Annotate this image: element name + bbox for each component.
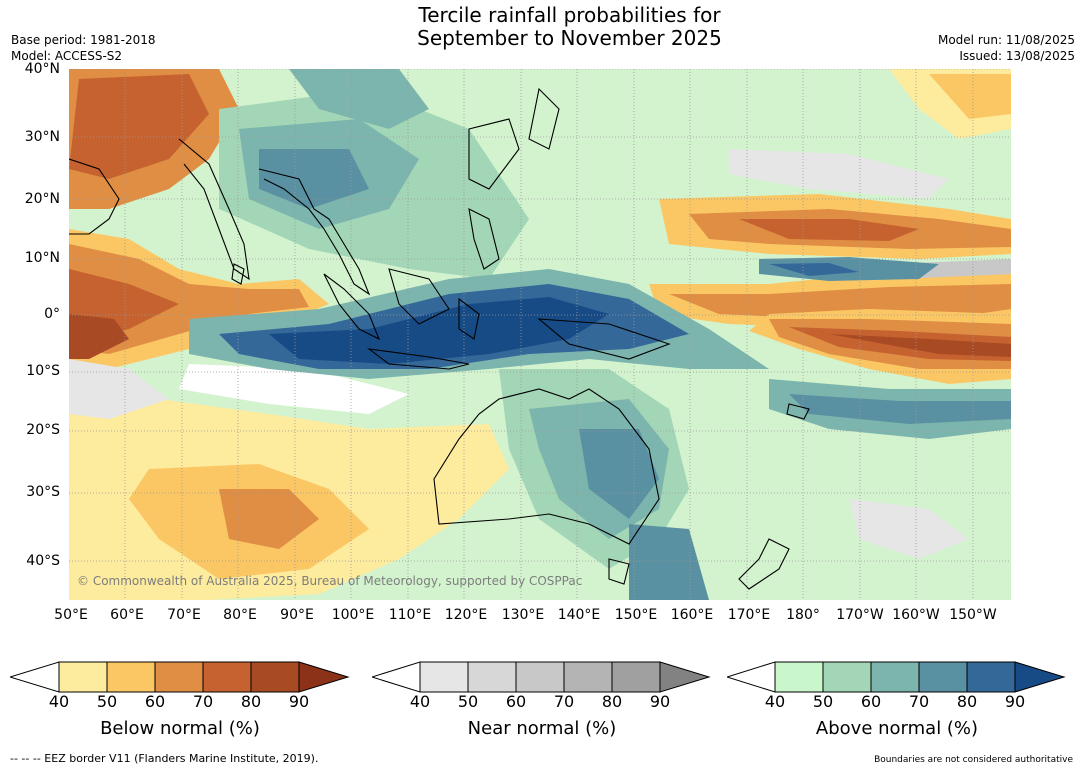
near-tick-80: 80 — [601, 692, 623, 711]
above-tick-90: 90 — [1004, 692, 1026, 711]
colorbar-below-normal — [10, 661, 350, 693]
meta-left: Base period: 1981-2018 Model: ACCESS-S2 — [11, 32, 156, 64]
graticule — [69, 69, 1011, 600]
issued-text: Issued: 13/08/2025 — [959, 49, 1075, 63]
above-tick-70: 70 — [908, 692, 930, 711]
lon-label-140e: 140°E — [557, 607, 601, 623]
lat-label-0: 0° — [44, 306, 60, 322]
above-tick-80: 80 — [956, 692, 978, 711]
below-tick-80: 80 — [240, 692, 262, 711]
above-tick-60: 60 — [860, 692, 882, 711]
lon-label-110e: 110°E — [388, 607, 432, 623]
above-tick-40: 40 — [764, 692, 786, 711]
above-normal-regions — [189, 69, 1011, 600]
lon-label-60e: 60°E — [110, 607, 144, 623]
colorbar-above-max-arrow — [1014, 661, 1066, 693]
borneo-coast — [388, 268, 450, 325]
near-normal-label: Near normal (%) — [467, 718, 617, 739]
below-tick-90: 90 — [288, 692, 310, 711]
arabian-peninsula-coast — [69, 158, 120, 235]
below-tick-40: 40 — [48, 692, 70, 711]
boundaries-disclaimer: Boundaries are not considered authoritat… — [874, 755, 1073, 765]
korea-japan-coast — [528, 87, 560, 150]
sri-lanka-coast — [231, 263, 245, 285]
lon-label-150e: 150°E — [614, 607, 658, 623]
map-title: Tercile rainfall probabilities for Septe… — [0, 4, 1085, 50]
below-tick-70: 70 — [192, 692, 214, 711]
sumatra-coast — [323, 273, 381, 341]
lon-label-170e: 170°E — [727, 607, 771, 623]
lon-label-180: 180° — [786, 607, 820, 623]
lat-label-10s: 10°S — [26, 363, 60, 379]
new-guinea-coast — [537, 318, 671, 360]
copyright-text: © Commonwealth of Australia 2025, Bureau… — [77, 574, 582, 588]
lon-label-150w: 150°W — [949, 607, 997, 623]
lon-label-160w: 160°W — [892, 607, 940, 623]
lat-label-30s: 30°S — [26, 484, 60, 500]
base-period-text: Base period: 1981-2018 — [11, 33, 156, 47]
below-normal-label: Below normal (%) — [100, 718, 260, 739]
colorbar-near-max-arrow — [659, 661, 711, 693]
lon-label-130e: 130°E — [501, 607, 545, 623]
near-tick-50: 50 — [457, 692, 479, 711]
fiji-coast — [786, 403, 810, 420]
near-tick-90: 90 — [649, 692, 671, 711]
near-tick-40: 40 — [409, 692, 431, 711]
lat-label-10n: 10°N — [24, 250, 60, 266]
colorbar-above-min-arrow — [727, 661, 776, 693]
sulawesi-coast — [458, 297, 480, 340]
colorbar-below-max-arrow — [298, 661, 350, 693]
india-coast — [178, 138, 250, 281]
lat-label-40s: 40°S — [26, 553, 60, 569]
below-tick-50: 50 — [96, 692, 118, 711]
below-tick-60: 60 — [144, 692, 166, 711]
lat-label-30n: 30°N — [24, 129, 60, 145]
colorbar-near-normal — [372, 661, 711, 693]
title-line-1: Tercile rainfall probabilities for — [418, 3, 721, 27]
colorbar-near-min-arrow — [372, 661, 421, 693]
eez-border-note: -- -- -- EEZ border V11 (Flanders Marine… — [10, 752, 319, 765]
lon-label-100e: 100°E — [331, 607, 375, 623]
new-zealand-coast — [738, 538, 790, 590]
map-canvas: © Commonwealth of Australia 2025, Bureau… — [69, 69, 1011, 600]
near-tick-70: 70 — [553, 692, 575, 711]
lon-label-70e: 70°E — [167, 607, 201, 623]
lon-label-160e: 160°E — [670, 607, 714, 623]
model-run-text: Model run: 11/08/2025 — [937, 33, 1075, 47]
lon-label-120e: 120°E — [444, 607, 488, 623]
bay-of-bengal-coast — [258, 168, 371, 296]
near-tick-60: 60 — [505, 692, 527, 711]
title-line-2: September to November 2025 — [417, 26, 722, 50]
lon-label-50e: 50°E — [54, 607, 88, 623]
tasmania-coast — [608, 558, 630, 585]
philippines-coast — [468, 208, 500, 270]
lat-label-40n: 40°N — [24, 61, 60, 77]
china-coast — [468, 118, 520, 190]
colorbar-above-normal — [727, 661, 1066, 693]
lon-label-170w: 170°W — [836, 607, 884, 623]
above-tick-50: 50 — [812, 692, 834, 711]
java-coast — [366, 348, 470, 370]
probability-map: © Commonwealth of Australia 2025, Bureau… — [69, 69, 1011, 600]
meta-right: Model run: 11/08/2025 Issued: 13/08/2025 — [938, 32, 1075, 64]
model-text: Model: ACCESS-S2 — [11, 49, 123, 63]
lon-label-80e: 80°E — [223, 607, 257, 623]
lon-label-90e: 90°E — [280, 607, 314, 623]
lat-label-20s: 20°S — [26, 422, 60, 438]
australia-coast — [433, 388, 660, 545]
colorbar-below-min-arrow — [10, 661, 60, 693]
above-normal-label: Above normal (%) — [815, 718, 979, 739]
coastlines — [69, 87, 810, 590]
lat-label-20n: 20°N — [24, 191, 60, 207]
